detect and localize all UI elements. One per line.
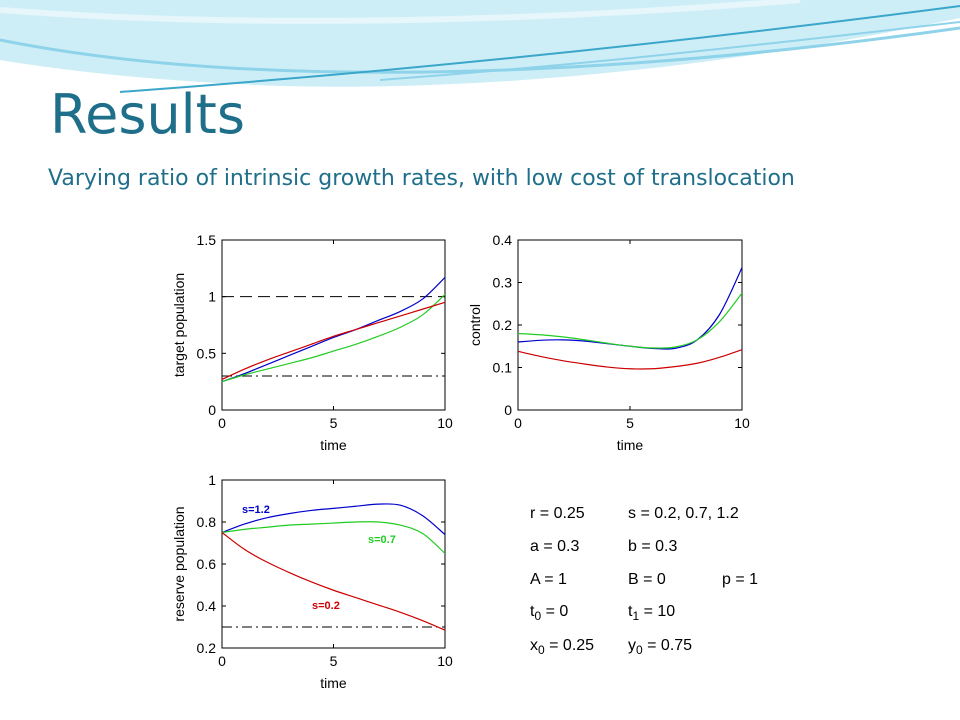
- x-tick-label: 0: [514, 415, 522, 431]
- x-axis-label: time: [320, 437, 347, 453]
- x-axis-label: time: [320, 675, 347, 691]
- series-label-blue: s=1.2: [242, 504, 270, 516]
- x-tick-label: 5: [626, 415, 634, 431]
- y-tick-label: 1: [208, 289, 216, 305]
- y-axis-label: target population: [171, 273, 187, 377]
- decorative-wave-banner: [0, 0, 960, 93]
- y-tick-label: 0.3: [493, 275, 513, 291]
- y-tick-label: 0.1: [493, 360, 513, 376]
- x-tick-label: 10: [437, 415, 453, 431]
- y-tick-label: 0: [504, 402, 512, 418]
- y-axis-label: control: [467, 304, 483, 346]
- chart-2: 0 5 10 0 0.1 0.2 0.3 0.4 time control: [467, 232, 750, 453]
- y-tick-label: 0: [208, 402, 216, 418]
- series-label-red: s=0.2: [312, 600, 340, 612]
- series-line-green: [221, 521, 446, 554]
- x-tick-label: 0: [218, 415, 226, 431]
- y-tick-label: 0.4: [493, 232, 513, 248]
- series-line-blue: [517, 267, 743, 350]
- x-tick-label: 10: [437, 653, 453, 669]
- x-tick-label: 5: [330, 653, 338, 669]
- y-tick-label: 1.5: [197, 232, 217, 248]
- series-line-green: [221, 293, 446, 383]
- series-line-red: [221, 532, 446, 631]
- y-tick-label: 0.8: [197, 514, 217, 530]
- slide-subtitle: Varying ratio of intrinsic growth rates,…: [48, 166, 795, 191]
- y-tick-label: 0.2: [197, 640, 217, 656]
- series-line-red: [517, 349, 743, 370]
- slide-title: Results: [50, 83, 245, 146]
- x-axis-label: time: [617, 437, 644, 453]
- series-line-green: [517, 292, 743, 349]
- series-line-red: [221, 301, 446, 380]
- series-label-green: s=0.7: [368, 534, 396, 546]
- y-tick-label: 0.5: [197, 345, 217, 361]
- x-tick-label: 5: [330, 415, 338, 431]
- series-line-blue: [221, 276, 446, 383]
- x-tick-label: 10: [734, 415, 750, 431]
- figure-panel: [135, 200, 807, 710]
- chart-1: 0 5 10 0 0.5 1 1.5 time target population: [171, 232, 453, 453]
- y-axis-label: reserve population: [171, 506, 187, 621]
- y-tick-label: 0.4: [197, 598, 217, 614]
- series-line-blue: [221, 503, 446, 536]
- y-tick-label: 1: [208, 472, 216, 488]
- chart-3: 0 5 10 0.2 0.4 0.6 0.8 1 time reserve population s…: [171, 472, 453, 691]
- y-tick-label: 0.2: [493, 317, 513, 333]
- x-tick-label: 0: [218, 653, 226, 669]
- plot-frame: [517, 239, 743, 411]
- y-tick-label: 0.6: [197, 556, 217, 572]
- plot-frame: [221, 239, 446, 411]
